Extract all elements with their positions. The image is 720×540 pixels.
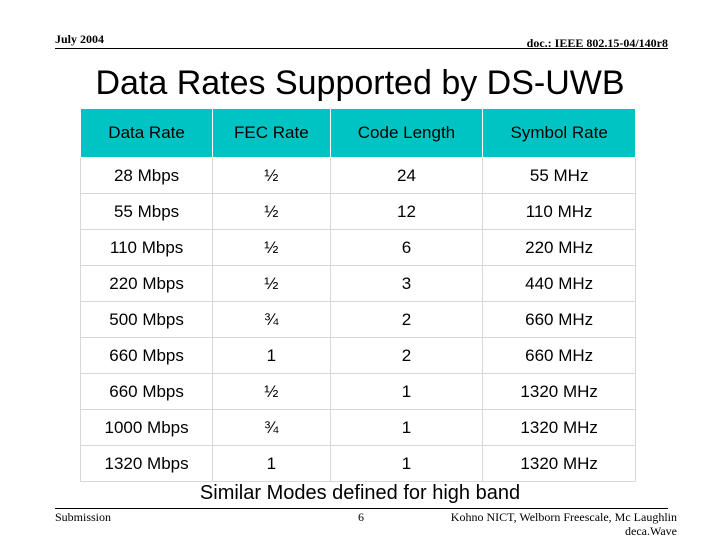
- table-cell: ½: [212, 229, 331, 266]
- table-cell: 500 Mbps: [79, 301, 214, 338]
- table-row: 660 Mbps 1 2 660 MHz: [79, 337, 636, 374]
- footer-rule: [55, 508, 668, 509]
- table-cell: 660 Mbps: [79, 337, 214, 374]
- footer-authors: Kohno NICT, Welborn Freescale, Mc Laughl…: [451, 510, 677, 538]
- table-cell: ½: [212, 193, 331, 230]
- table-cell: ½: [212, 265, 331, 302]
- table-cell: 55 Mbps: [79, 193, 214, 230]
- column-header: Symbol Rate: [482, 108, 636, 158]
- table-row: 500 Mbps ¾ 2 660 MHz: [79, 301, 636, 338]
- table-cell: 220 MHz: [482, 229, 636, 266]
- table-cell: ¾: [212, 301, 331, 338]
- table-cell: 660 MHz: [482, 337, 636, 374]
- table-cell: ½: [212, 157, 331, 194]
- table-cell: 6: [329, 229, 484, 266]
- page-number: 6: [358, 510, 364, 524]
- table-cell: 1320 MHz: [482, 445, 636, 482]
- header-date: July 2004: [55, 32, 105, 46]
- table-cell: 1: [212, 445, 331, 482]
- table-cell: 1320 MHz: [482, 373, 636, 410]
- table-cell: 1320 MHz: [482, 409, 636, 446]
- column-header: Data Rate: [79, 108, 214, 158]
- header-doc: doc.: IEEE 802.15-04/140r8: [526, 36, 668, 50]
- table-row: 55 Mbps ½ 12 110 MHz: [79, 193, 636, 230]
- table-cell: 1: [329, 445, 484, 482]
- table-cell: 12: [329, 193, 484, 230]
- table-cell: 1: [212, 337, 331, 374]
- header-row: Data Rate FEC Rate Code Length Symbol Rate: [79, 108, 636, 158]
- table-cell: 110 MHz: [482, 193, 636, 230]
- table-row: 660 Mbps ½ 1 1320 MHz: [79, 373, 636, 410]
- table-cell: 28 Mbps: [79, 157, 214, 194]
- data-table: Data Rate FEC Rate Code Length Symbol Rate …: [79, 108, 636, 482]
- table-cell: 24: [329, 157, 484, 194]
- note: Similar Modes defined for high band: [199, 482, 521, 504]
- table-row: 1000 Mbps ¾ 1 1320 MHz: [79, 409, 636, 446]
- column-header: Code Length: [329, 108, 484, 158]
- table-cell: 1: [329, 409, 484, 446]
- table-cell: ½: [212, 373, 331, 410]
- table-cell: 2: [329, 301, 484, 338]
- footer-left: Submission: [55, 510, 112, 524]
- author-line: Kohno NICT, Welborn Freescale, Mc Laughl…: [450, 510, 677, 524]
- column-header: FEC Rate: [212, 108, 331, 158]
- table-cell: 1: [329, 373, 484, 410]
- table-cell: 660 MHz: [482, 301, 636, 338]
- table-row: 220 Mbps ½ 3 440 MHz: [79, 265, 636, 302]
- table-cell: 660 Mbps: [79, 373, 214, 410]
- table-cell: 110 Mbps: [79, 229, 214, 266]
- table-row: 28 Mbps ½ 24 55 MHz: [79, 157, 636, 194]
- header-rule: [55, 48, 668, 49]
- slide-title: Data Rates Supported by DS-UWB: [95, 64, 625, 102]
- table-cell: 220 Mbps: [79, 265, 214, 302]
- table-cell: 1320 Mbps: [79, 445, 214, 482]
- table-cell: 3: [329, 265, 484, 302]
- table-cell: ¾: [212, 409, 331, 446]
- table-cell: 2: [329, 337, 484, 374]
- table-row: 1320 Mbps 1 1 1320 MHz: [79, 445, 636, 482]
- table-row: 110 Mbps ½ 6 220 MHz: [79, 229, 636, 266]
- table-cell: 440 MHz: [482, 265, 636, 302]
- table-cell: 1000 Mbps: [79, 409, 214, 446]
- table-cell: 55 MHz: [482, 157, 636, 194]
- author-line: deca.Wave: [625, 524, 677, 538]
